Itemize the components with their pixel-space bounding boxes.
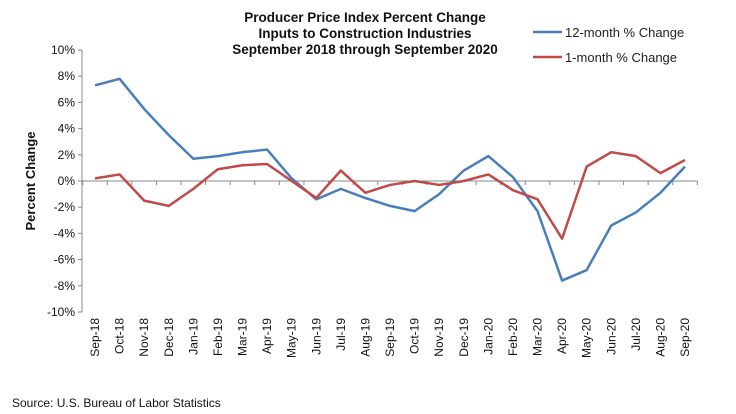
- series-line-1: [94, 77, 686, 282]
- x-tick-label: Mar-20: [531, 318, 545, 356]
- y-tick-label: -4%: [54, 226, 76, 240]
- x-tick-label: Jun-19: [309, 318, 323, 355]
- x-tick-label: Nov-19: [432, 318, 446, 357]
- x-tick-label: Mar-19: [236, 318, 250, 356]
- x-tick-label: Jan-19: [186, 318, 200, 355]
- y-tick-label: 8%: [58, 69, 76, 83]
- x-tick-label: Jul-20: [629, 318, 643, 351]
- x-tick-label: Oct-19: [408, 318, 422, 354]
- y-tick-label: 6%: [58, 95, 76, 109]
- chart-title: Producer Price Index Percent Change Inpu…: [200, 10, 530, 58]
- x-tick-label: Apr-19: [260, 318, 274, 354]
- x-tick-label: Aug-19: [358, 318, 372, 357]
- y-tick-label: 10%: [51, 43, 75, 57]
- x-tick-label: Apr-20: [555, 318, 569, 354]
- series-line-2: [94, 150, 686, 240]
- x-tick-label: Nov-18: [137, 318, 151, 357]
- y-tick-label: -8%: [54, 279, 76, 293]
- y-tick-label: 2%: [58, 148, 76, 162]
- x-tick-label: Oct-18: [113, 318, 127, 354]
- x-tick-label: Dec-18: [162, 318, 176, 357]
- x-tick-label: Sep-19: [383, 318, 397, 357]
- y-axis-label: Percent Change: [23, 132, 38, 231]
- x-tick-label: May-19: [285, 318, 299, 358]
- title-line-2: Inputs to Construction Industries: [258, 26, 472, 41]
- legend-label-1: 12-month % Change: [565, 25, 684, 40]
- title-line-1: Producer Price Index Percent Change: [244, 10, 486, 25]
- x-tick-label: Feb-19: [211, 318, 225, 356]
- y-tick-label: -10%: [47, 305, 75, 319]
- x-tick-label: Jul-19: [334, 318, 348, 351]
- x-tick-label: May-20: [580, 318, 594, 358]
- y-tick-label: -6%: [54, 253, 76, 267]
- legend-label-2: 1-month % Change: [565, 50, 677, 65]
- x-tick-label: Jan-20: [481, 318, 495, 355]
- x-tick-label: Feb-20: [506, 318, 520, 356]
- y-tick-label: 0%: [58, 174, 76, 188]
- y-tick-label: -2%: [54, 200, 76, 214]
- source-note: Source: U.S. Bureau of Labor Statistics: [12, 396, 221, 410]
- y-tick-label: 4%: [58, 122, 76, 136]
- x-tick-label: Jun-20: [604, 318, 618, 355]
- x-tick-label: Sep-20: [678, 318, 692, 357]
- x-tick-label: Sep-18: [88, 318, 102, 357]
- title-line-3: September 2018 through September 2020: [232, 42, 498, 57]
- x-tick-label: Aug-20: [653, 318, 667, 357]
- x-tick-label: Dec-19: [457, 318, 471, 357]
